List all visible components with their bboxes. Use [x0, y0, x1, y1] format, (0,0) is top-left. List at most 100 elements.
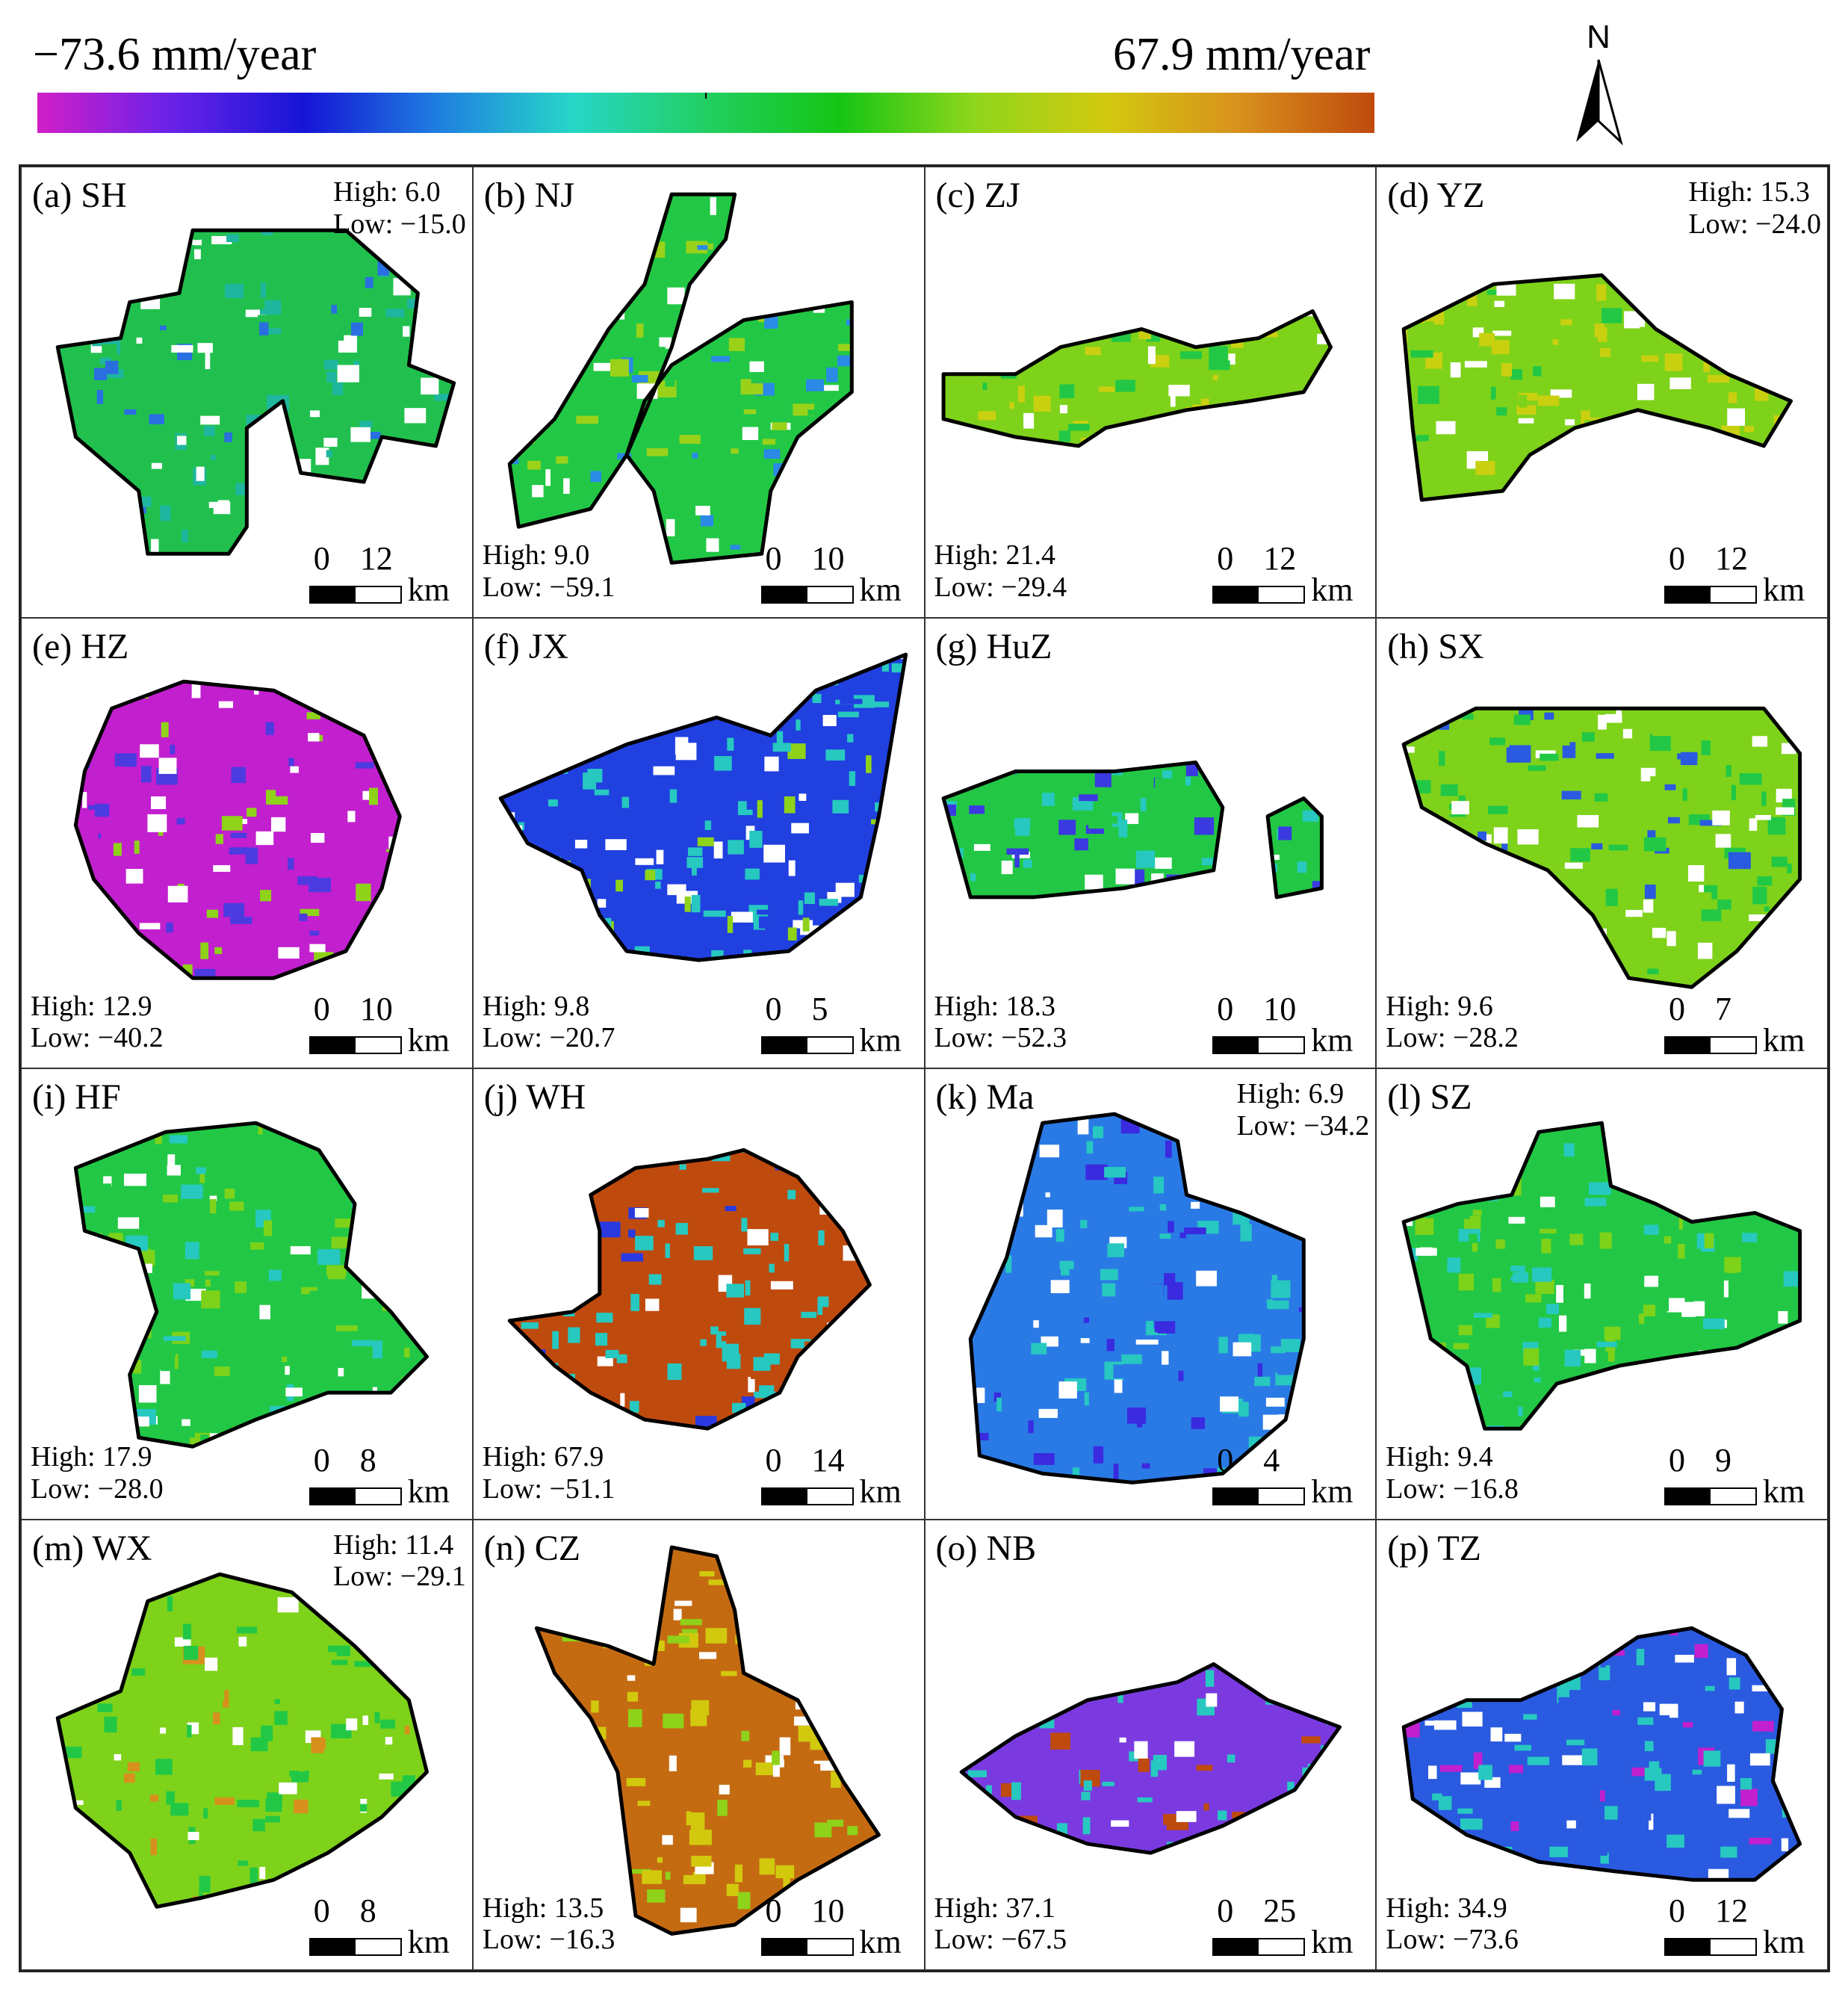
- low-value: Low: −73.6: [1386, 1924, 1519, 1956]
- city-map: [925, 167, 1376, 617]
- value-range-stats: High: 37.1 Low: −67.5: [934, 1892, 1067, 1956]
- scale-bar-distance: 10: [811, 1892, 845, 1929]
- panel-label: (h) SX: [1387, 626, 1484, 666]
- map-panel: (c) ZJ High: 21.4 Low: −29.4 0 12 km: [924, 167, 1377, 618]
- city-boundary: [509, 1150, 869, 1428]
- scale-bar-distance: 8: [359, 1892, 376, 1929]
- value-range-stats: High: 6.9 Low: −34.2: [1237, 1078, 1370, 1142]
- scale-bar-graphic: [1664, 585, 1757, 604]
- scale-bar-zero: 0: [1217, 1441, 1234, 1478]
- legend-max-label: 67.9 mm/year: [1113, 29, 1371, 80]
- scale-bar: 0 5 km: [760, 993, 918, 1060]
- high-value: High: 6.0: [333, 176, 441, 208]
- scale-bar: 0 9 km: [1664, 1441, 1821, 1511]
- scale-bar-unit: km: [1763, 1022, 1805, 1059]
- scale-bar: 0 10 km: [308, 991, 466, 1060]
- city-boundary: [961, 1664, 1339, 1853]
- panel-label: (p) TZ: [1387, 1528, 1481, 1568]
- scale-bar-zero: 0: [1669, 1892, 1685, 1929]
- scale-bar-distance: 10: [1263, 991, 1297, 1027]
- scale-bar-distance: 14: [811, 1441, 845, 1478]
- scale-bar: 0 10 km: [760, 539, 918, 610]
- map-panel: (g) HuZ High: 18.3 Low: −52.3 0 10 km: [924, 617, 1377, 1068]
- north-label: N: [1587, 19, 1610, 55]
- city-map: [925, 1069, 1376, 1519]
- scale-bar-graphic: [760, 1487, 854, 1505]
- low-value: Low: −16.3: [482, 1924, 616, 1956]
- panel-label: (f) JX: [483, 626, 569, 666]
- city-map: [474, 619, 924, 1068]
- high-value: High: 9.0: [482, 539, 590, 572]
- map-panel: (n) CZ High: 13.5 Low: −16.3 0 10 km: [472, 1519, 925, 1970]
- value-range-stats: High: 13.5 Low: −16.3: [483, 1892, 616, 1956]
- scale-bar-graphic: [1212, 1487, 1306, 1505]
- scale-bar-unit: km: [1763, 571, 1805, 608]
- panel-label: (j) WH: [483, 1077, 586, 1117]
- map-panel: (b) NJ High: 9.0 Low: −59.1 0 10 km: [472, 167, 925, 618]
- scale-bar-unit: km: [407, 1022, 450, 1059]
- high-value: High: 37.1: [934, 1892, 1056, 1924]
- scale-bar-distance: 8: [359, 1441, 376, 1478]
- low-value: Low: −28.0: [31, 1473, 164, 1505]
- value-range-stats: High: 6.0 Low: −15.0: [333, 176, 466, 240]
- high-value: High: 18.3: [934, 990, 1056, 1022]
- scale-bar-unit: km: [407, 1924, 450, 1960]
- scale-bar-distance: 7: [1715, 991, 1731, 1027]
- value-range-stats: High: 15.3 Low: −24.0: [1688, 176, 1821, 240]
- scale-bar: 0 4 km: [1212, 1441, 1369, 1511]
- scale-bar-unit: km: [859, 1022, 902, 1059]
- city-boundary: [1404, 708, 1799, 987]
- scale-bar-graphic: [1212, 585, 1306, 604]
- scale-bar-zero: 0: [313, 991, 330, 1027]
- scale-bar-zero: 0: [765, 1892, 782, 1929]
- scale-bar: 0 25 km: [1212, 1895, 1369, 1962]
- map-panel: (f) JX High: 9.8 Low: −20.7 0 5 km: [472, 617, 925, 1068]
- scale-bar-distance: 9: [1715, 1441, 1731, 1478]
- scale-bar-graphic: [308, 585, 402, 604]
- high-value: High: 67.9: [482, 1441, 604, 1473]
- scale-bar: 0 14 km: [760, 1441, 918, 1511]
- map-panel: (l) SZ High: 9.4 Low: −16.8 0 9 km: [1376, 1068, 1828, 1520]
- scale-bar-zero: 0: [1669, 991, 1685, 1027]
- high-value: High: 9.6: [1386, 990, 1493, 1022]
- panel-label: (o) NB: [935, 1528, 1037, 1568]
- scale-bar-zero: 0: [313, 1441, 330, 1478]
- map-panel: (i) HF High: 17.9 Low: −28.0 0 8 km: [21, 1068, 473, 1520]
- scale-bar-graphic: [1212, 1036, 1306, 1054]
- scale-bar-distance: 10: [359, 991, 393, 1027]
- map-panel: (m) WX High: 11.4 Low: −29.1 0 8 km: [21, 1519, 473, 1970]
- low-value: Low: −20.7: [482, 1022, 616, 1054]
- scale-bar-zero: 0: [765, 539, 782, 577]
- city-boundary: [1404, 1628, 1799, 1880]
- scale-bar-graphic: [1212, 1938, 1306, 1956]
- scale-bar-unit: km: [1763, 1473, 1805, 1510]
- value-range-stats: High: 34.9 Low: −73.6: [1386, 1892, 1519, 1956]
- city-map: [1377, 619, 1827, 1068]
- city-boundary: [536, 1547, 878, 1933]
- scale-bar-unit: km: [1311, 571, 1354, 608]
- scale-bar-zero: 0: [1217, 1892, 1234, 1929]
- value-range-stats: High: 9.4 Low: −16.8: [1386, 1441, 1519, 1505]
- value-range-stats: High: 9.0 Low: −59.1: [483, 539, 616, 603]
- scale-bar-graphic: [760, 1036, 854, 1054]
- map-panel: (o) NB High: 37.1 Low: −67.5 0 25 km: [924, 1519, 1377, 1970]
- value-range-stats: High: 11.4 Low: −29.1: [333, 1529, 466, 1593]
- city-map: [1377, 1520, 1827, 1970]
- scale-bar: 0 12 km: [308, 542, 466, 610]
- panel-label: (k) Ma: [935, 1077, 1035, 1117]
- scale-bar-zero: 0: [1669, 1441, 1685, 1478]
- low-value: Low: −24.0: [1688, 208, 1821, 240]
- scale-bar-unit: km: [859, 571, 902, 608]
- city-map: [925, 619, 1376, 1068]
- scale-bar-graphic: [1664, 1938, 1757, 1956]
- low-value: Low: −67.5: [934, 1924, 1067, 1956]
- scale-bar-unit: km: [859, 1924, 902, 1960]
- scale-bar-unit: km: [859, 1473, 902, 1510]
- city-map: [474, 1069, 924, 1519]
- panel-label: (n) CZ: [483, 1528, 581, 1568]
- city-boundary: [943, 762, 1321, 897]
- city-map: [474, 1520, 924, 1970]
- high-value: High: 9.8: [482, 990, 590, 1022]
- north-arrow-icon: N: [1576, 19, 1623, 146]
- map-panel: (k) Ma High: 6.9 Low: −34.2 0 4 km: [924, 1068, 1377, 1520]
